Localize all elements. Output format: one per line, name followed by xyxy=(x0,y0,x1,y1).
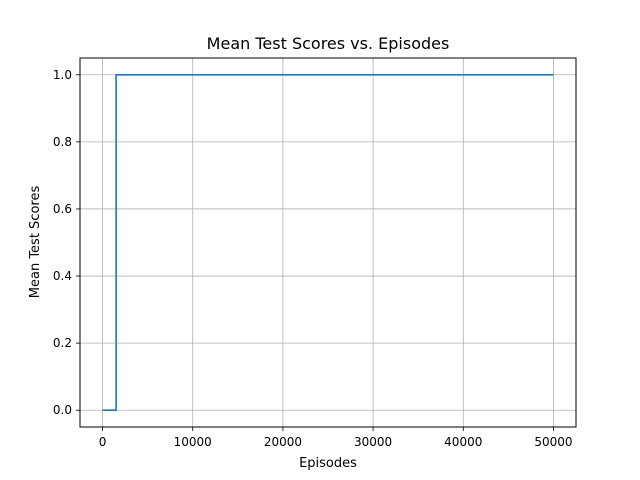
x-tick-label: 20000 xyxy=(264,435,302,449)
grid xyxy=(80,58,576,427)
y-tick-label: 0.4 xyxy=(53,269,72,283)
chart-title: Mean Test Scores vs. Episodes xyxy=(207,34,450,53)
y-tick-label: 0.6 xyxy=(53,202,72,216)
y-axis-label: Mean Test Scores xyxy=(28,186,43,299)
x-tick-label: 50000 xyxy=(534,435,572,449)
x-tick-label: 0 xyxy=(99,435,107,449)
x-tick-label: 30000 xyxy=(354,435,392,449)
y-tick-label: 1.0 xyxy=(53,68,72,82)
x-axis: 0 10000 20000 30000 40000 50000 xyxy=(99,427,573,449)
plot-frame xyxy=(79,57,577,428)
y-tick-label: 0.2 xyxy=(53,336,72,350)
x-tick-label: 10000 xyxy=(174,435,212,449)
series-line xyxy=(102,73,554,412)
series-layer xyxy=(102,73,554,412)
x-tick-label: 40000 xyxy=(444,435,482,449)
y-tick-label: 0.0 xyxy=(53,403,72,417)
x-axis-label: Episodes xyxy=(299,456,357,471)
y-axis: 0.0 0.2 0.4 0.6 0.8 1.0 xyxy=(53,68,80,417)
y-tick-label: 0.8 xyxy=(53,135,72,149)
